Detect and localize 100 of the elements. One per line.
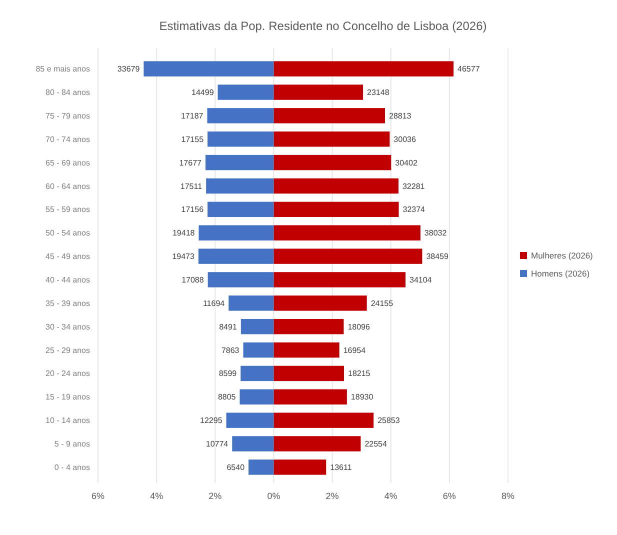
bar [240, 318, 274, 334]
bar [207, 108, 274, 124]
annotation: 19473 [172, 252, 195, 262]
bar [274, 389, 347, 404]
annotation: 8491 [219, 322, 238, 332]
annotation: 16954 [343, 346, 366, 355]
bar [198, 248, 274, 264]
annotation: 33679 [117, 64, 140, 74]
legend-label: Homens (2026) [531, 268, 590, 279]
bar [248, 460, 274, 475]
annotation: 10774 [206, 440, 229, 449]
bar [206, 178, 274, 194]
bar [232, 436, 274, 452]
bar [274, 460, 326, 475]
annotation: 8805 [218, 392, 236, 402]
annotation: 18215 [348, 369, 371, 378]
annotation: 25853 [378, 416, 400, 426]
bar [274, 318, 344, 334]
annotation: 13611 [330, 462, 352, 472]
annotation: 18930 [350, 392, 374, 402]
annotation: 22554 [364, 440, 388, 449]
bar [208, 272, 274, 288]
annotation: 11694 [202, 298, 226, 308]
bar [274, 84, 364, 100]
annotation: 34104 [410, 276, 432, 285]
annotation: 38459 [426, 252, 449, 262]
bar [205, 154, 274, 170]
x-tick-label: 6% [91, 491, 105, 501]
bar [198, 225, 274, 240]
bar [274, 342, 340, 358]
y-tick-label: 45 - 49 anos [46, 252, 90, 262]
y-tick-label: 40 - 44 anos [46, 276, 90, 285]
y-tick-label: 50 - 54 anos [46, 228, 90, 238]
bar [274, 132, 390, 147]
bar [274, 248, 422, 264]
bar [274, 412, 374, 428]
annotation: 6540 [226, 462, 246, 472]
x-tick-label: 4% [384, 491, 398, 501]
bar [240, 366, 274, 382]
bar [274, 178, 398, 194]
annotation: 17088 [182, 276, 204, 285]
annotation: 14499 [192, 88, 214, 98]
x-tick-label: 2% [208, 491, 222, 501]
annotation: 17155 [181, 134, 204, 144]
y-tick-label: 75 - 79 anos [46, 111, 90, 120]
bar [274, 61, 454, 76]
x-tick-label: 6% [442, 491, 456, 501]
annotation: 12295 [200, 416, 223, 426]
annotation: 32281 [402, 182, 426, 191]
y-tick-label: 70 - 74 anos [46, 134, 90, 144]
y-tick-label: 10 - 14 anos [46, 416, 90, 426]
annotation: 30036 [394, 134, 416, 144]
annotation: 32374 [402, 205, 426, 214]
y-tick-label: 55 - 59 anos [46, 205, 90, 214]
annotation: 19418 [172, 228, 196, 238]
annotation: 24155 [370, 298, 394, 308]
annotation: 17677 [179, 158, 202, 168]
y-tick-label: 0 - 4 anos [54, 462, 90, 472]
annotation: 30402 [395, 158, 418, 168]
annotation: 17187 [180, 111, 204, 120]
annotation: 17156 [181, 205, 204, 214]
annotation: 38032 [424, 228, 448, 238]
annotation: 8599 [218, 369, 238, 378]
bar [218, 84, 274, 100]
bar [274, 272, 406, 288]
bar [243, 342, 274, 358]
bar [208, 132, 274, 147]
y-tick-label: 35 - 39 anos [46, 298, 90, 308]
chart-title: Estimativas da Pop. Residente no Concelho de Lisboa (2026) [159, 19, 487, 33]
y-tick-label: 5 - 9 anos [54, 440, 90, 449]
annotation: 23148 [367, 88, 390, 98]
x-tick-label: 2% [326, 491, 339, 501]
bar [274, 202, 399, 218]
bar [274, 366, 344, 382]
y-tick-label: 65 - 69 anos [46, 158, 90, 168]
annotation: 17511 [180, 182, 203, 191]
annotation: 7863 [221, 346, 240, 355]
x-tick-label: 8% [501, 491, 515, 501]
bar [208, 202, 274, 218]
bar [274, 154, 392, 170]
y-tick-label: 20 - 24 anos [46, 369, 90, 378]
y-tick-label: 25 - 29 anos [46, 346, 90, 355]
legend-label: Mulheres (2026) [531, 250, 594, 261]
y-tick-label: 15 - 19 anos [46, 392, 90, 402]
bar [274, 225, 420, 240]
annotation: 28813 [389, 111, 412, 120]
x-tick-label: 4% [150, 491, 164, 501]
bar [226, 412, 274, 428]
annotation: 18096 [348, 322, 371, 332]
bar [228, 296, 274, 311]
y-tick-label: 80 - 84 anos [46, 88, 90, 98]
x-tick-label: 0% [267, 491, 280, 501]
bar [144, 61, 274, 76]
y-tick-label: 30 - 34 anos [46, 322, 90, 332]
bar [240, 389, 274, 404]
bar [274, 296, 367, 311]
y-tick-label: 60 - 64 anos [46, 182, 90, 191]
bar [274, 436, 361, 452]
y-tick-label: 85 e mais anos [36, 64, 90, 74]
annotation: 46577 [458, 64, 480, 74]
